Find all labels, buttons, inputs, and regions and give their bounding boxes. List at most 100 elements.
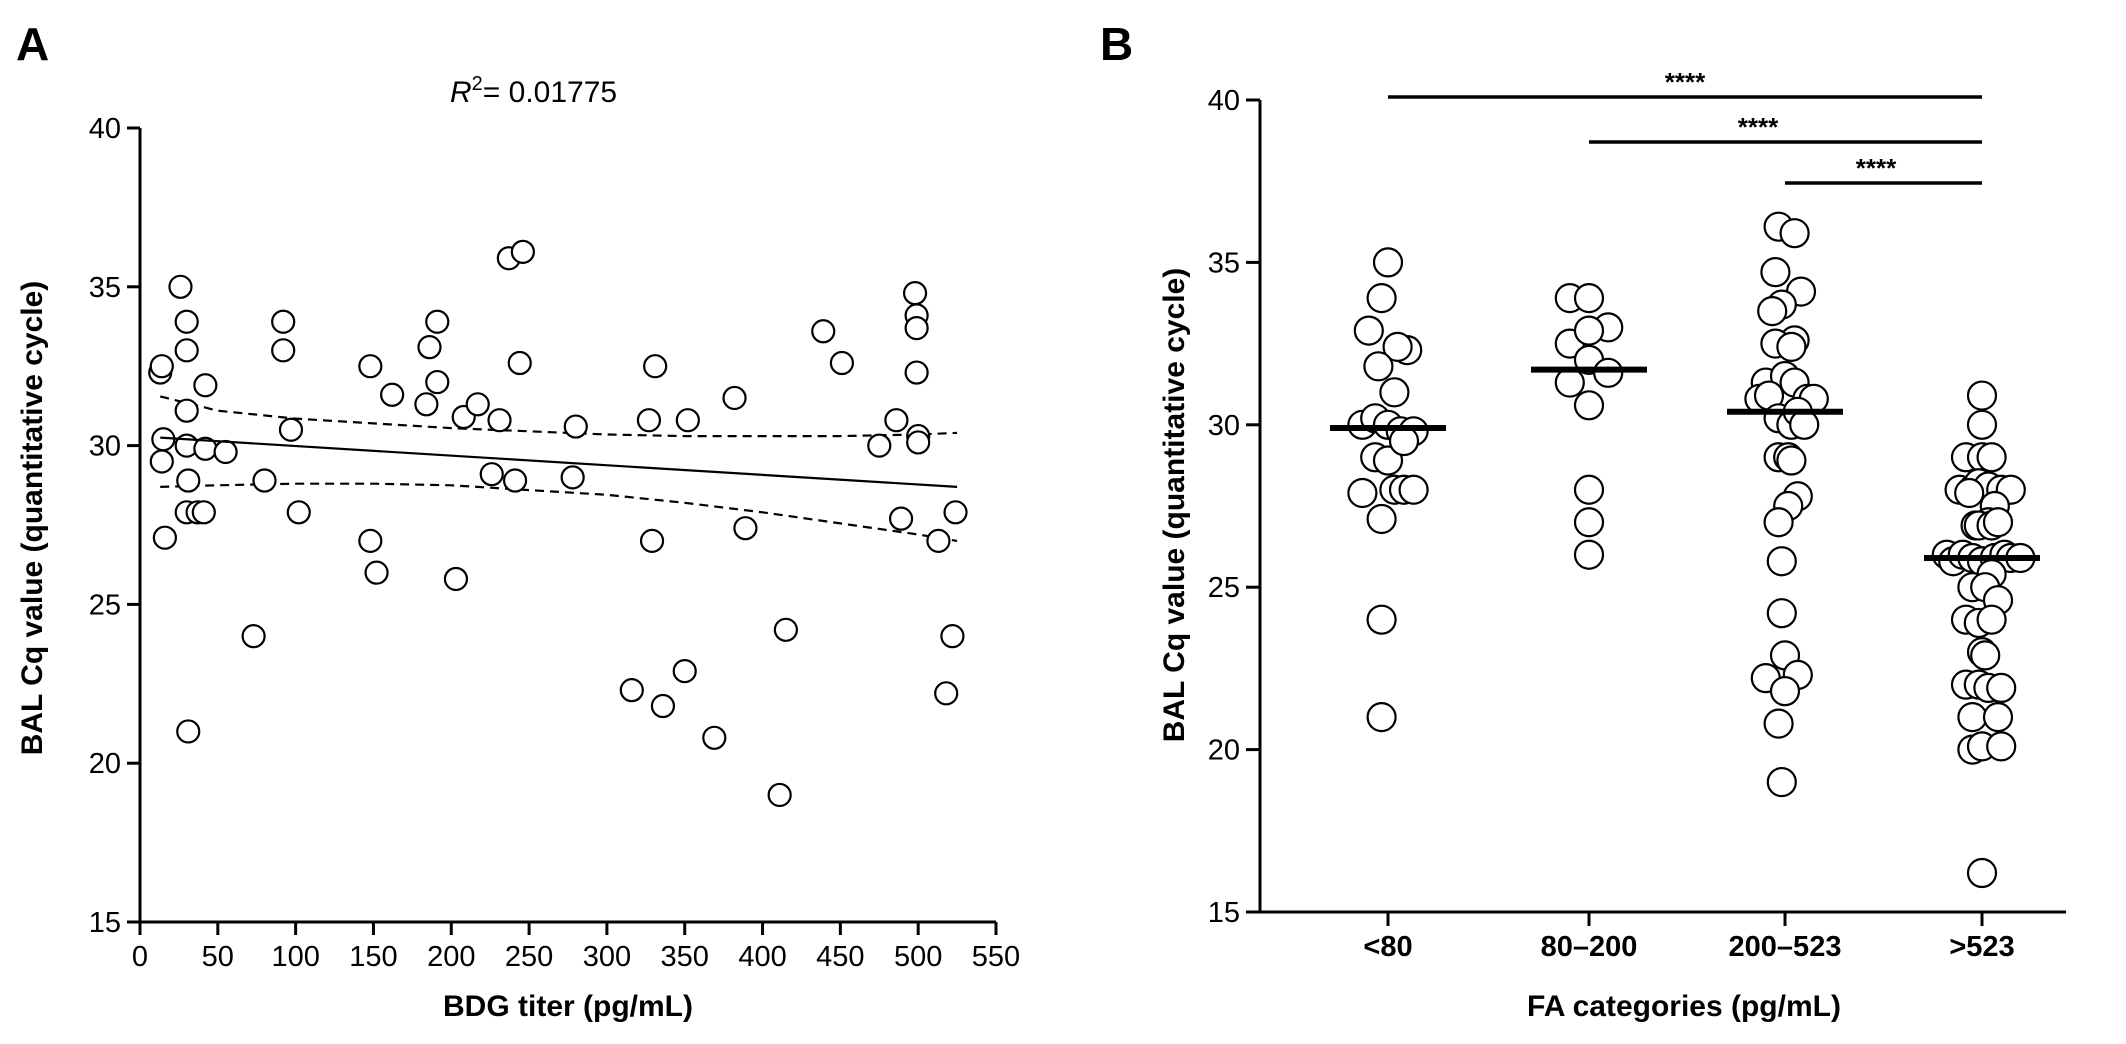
- panel-b-y-tick-label: 40: [1208, 85, 1240, 117]
- panel-a-data-point: [380, 382, 405, 407]
- panel-a-x-tick-label: 100: [271, 941, 319, 973]
- panel-b-data-point: [1347, 477, 1378, 509]
- panel-a-ci-lower: [160, 482, 958, 542]
- panel-a-label: A: [16, 18, 49, 70]
- panel-b-y-axis-title: BAL Cq value (quantitative cycle): [1158, 268, 1191, 743]
- panel-b-data-point: [1763, 708, 1794, 739]
- panel-b-data-point: [1776, 445, 1807, 476]
- panel-b-data-point: [1970, 640, 2001, 671]
- panel-b-data-point: [1986, 731, 2017, 762]
- panel-b-data-point: [1957, 702, 1988, 733]
- panel-a-x-tick-label: 550: [972, 941, 1020, 973]
- panel-b-data-point: [1379, 377, 1410, 408]
- panel-a-confidence-band: [159, 395, 958, 542]
- panel-a-points: [148, 239, 968, 808]
- panel-b-data-point: [1398, 474, 1429, 505]
- panel-b-data-point: [1766, 546, 1797, 577]
- panel-a-data-point: [643, 354, 668, 379]
- panel-b-data-point: [1573, 474, 1605, 505]
- panel-b-points: [1347, 211, 2036, 889]
- panel-a-x-tick-label: 250: [505, 941, 553, 973]
- panel-b-data-point: [1366, 503, 1397, 535]
- panel-a-fit-line: [160, 436, 958, 488]
- panel-b-data-point: [1388, 425, 1420, 457]
- panel-a-y-axis-title: BAL Cq value (quantitative cycle): [16, 281, 49, 756]
- panel-a-data-point: [358, 354, 383, 379]
- panel-a-data-point: [563, 414, 588, 439]
- panel-a-data-point: [252, 468, 277, 493]
- panel-a-data-point: [191, 500, 216, 525]
- panel-a-data-point: [619, 678, 644, 703]
- panel-a-x-tick-label: 50: [202, 941, 234, 973]
- panel-b-data-point: [1766, 598, 1797, 629]
- panel-a-data-point: [829, 350, 855, 376]
- panel-a-x-axis-title: BDG titer (pg/mL): [443, 990, 693, 1023]
- panel-b-data-point: [1382, 331, 1413, 362]
- r-squared-superscript: 2: [472, 73, 483, 95]
- panel-a-data-point: [943, 500, 968, 525]
- panel-a-data-point: [650, 693, 676, 719]
- panel-a-data-point: [174, 338, 199, 363]
- panel-b-axes: 15 20 25 30 35 40 <80 80–200 200–523 >523: [1208, 85, 2066, 963]
- panel-b-data-point: [1976, 604, 2007, 635]
- panel-b-data-point: [1372, 247, 1404, 278]
- panel-a-data-point: [767, 782, 792, 808]
- panel-a-data-point: [722, 385, 747, 411]
- panel-a-data-point: [465, 392, 490, 417]
- panel-b-data-point: [1573, 315, 1605, 346]
- panel-b-category-label: 200–523: [1729, 931, 1842, 963]
- panel-a-x-tick-label: 350: [661, 941, 709, 973]
- panel-a-data-point: [271, 338, 296, 363]
- panel-a-x-tick-label: 450: [816, 941, 864, 973]
- panel-a-data-point: [811, 319, 836, 344]
- panel-b-y-tick-label: 20: [1208, 735, 1240, 767]
- r-squared-symbol: R: [450, 76, 472, 109]
- panel-a-data-point: [168, 274, 193, 299]
- panel-b-data-point: [1366, 702, 1397, 733]
- panel-a-data-point: [906, 430, 931, 455]
- panel-a-data-point: [152, 525, 178, 550]
- panel-a-data-point: [926, 528, 951, 553]
- panel-a-x-tick-label: 300: [583, 941, 631, 973]
- panel-a-data-point: [414, 392, 439, 417]
- panel-a-fit-line-group: [160, 436, 958, 488]
- panel-a-y-tick-label: 20: [89, 748, 121, 780]
- panel-a-data-point: [940, 624, 965, 649]
- panel-a-x-tick-label: 200: [427, 941, 475, 973]
- panel-b-data-point: [1966, 857, 1998, 889]
- panel-a-data-point: [479, 462, 504, 487]
- panel-b-category-label: <80: [1363, 931, 1412, 963]
- panel-a-data-point: [773, 617, 798, 642]
- panel-a-data-point: [286, 500, 311, 525]
- panel-a-y-tick-label: 30: [89, 431, 121, 463]
- panel-b-data-point: [1573, 283, 1605, 314]
- panel-b-data-point: [1763, 507, 1794, 538]
- panel-a-data-point: [241, 624, 266, 649]
- panel-b-y-tick-label: 15: [1208, 897, 1240, 929]
- panel-a-x-tick-label: 500: [894, 941, 942, 973]
- panel-a-data-point: [675, 408, 700, 433]
- panel-b-data-point: [1976, 442, 2007, 473]
- panel-a-data-point: [443, 566, 469, 592]
- panel-a-x-tick-label: 0: [132, 941, 148, 973]
- panel-b-category-label: >523: [1949, 931, 2014, 963]
- panel-b-y-tick-label: 30: [1208, 410, 1240, 442]
- panel-a-data-point: [867, 433, 892, 458]
- panel-a-data-point: [149, 354, 174, 379]
- panel-a-data-point: [364, 560, 389, 585]
- panel-b-data-point: [1573, 507, 1605, 538]
- panel-b-data-point: [1760, 257, 1791, 288]
- panel-a-data-point: [278, 417, 304, 442]
- panel-b-y-tick-label: 25: [1208, 572, 1240, 604]
- panel-b-medians: [1330, 366, 2040, 561]
- panel-b-data-point: [1573, 390, 1605, 421]
- panel-b-data-point: [1789, 409, 1820, 440]
- panel-b-label: B: [1100, 18, 1133, 70]
- panel-a-data-point: [487, 408, 512, 433]
- panel-b-data-point: [1982, 702, 2014, 733]
- panel-a-data-point: [425, 369, 450, 395]
- panel-a-data-point: [560, 465, 585, 490]
